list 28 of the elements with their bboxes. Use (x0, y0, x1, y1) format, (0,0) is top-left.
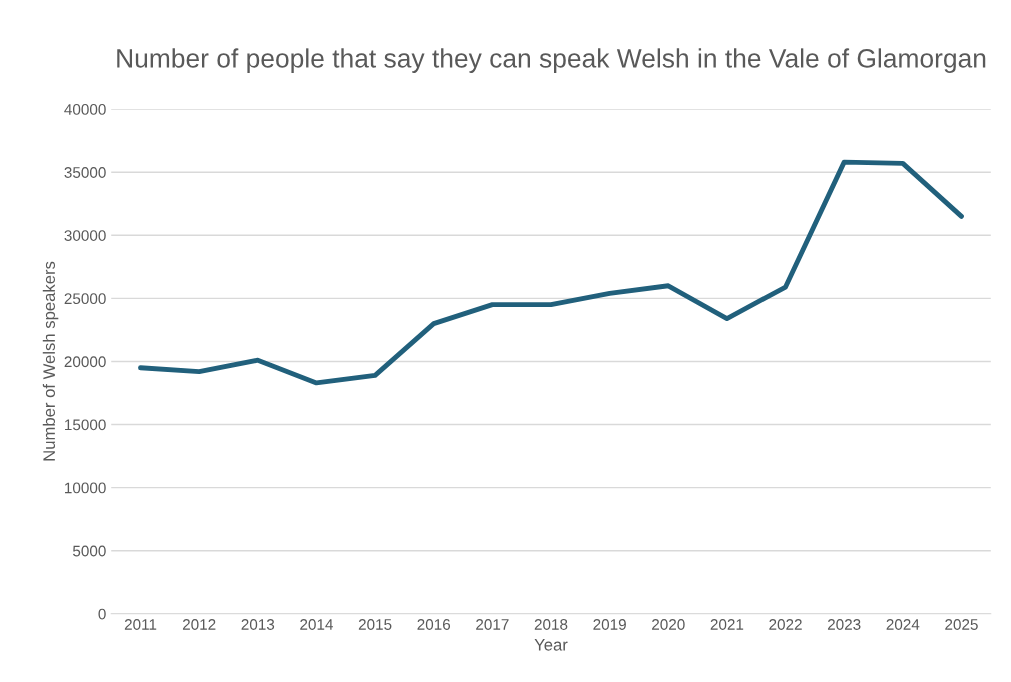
x-tick-label: 2021 (710, 619, 744, 630)
x-tick-label: 2013 (241, 619, 275, 630)
x-tick-label: 2025 (945, 619, 978, 630)
x-tick-label: 2020 (652, 619, 685, 630)
y-tick-label: 35000 (64, 167, 106, 178)
y-tick-label: 15000 (65, 419, 106, 431)
x-tick-label: 2022 (769, 619, 802, 630)
line-series (138, 159, 964, 386)
x-tick-label: 2014 (300, 619, 333, 630)
x-tick-label: 2011 (124, 619, 157, 630)
x-tick-label: 2012 (182, 619, 216, 630)
y-tick-label: 30000 (64, 230, 106, 241)
x-tick-label: 2023 (827, 619, 861, 630)
y-axis-title: Number of Welsh speakers (42, 261, 59, 461)
y-tick-label: 20000 (64, 356, 106, 368)
x-tick-label: 2015 (358, 619, 392, 630)
x-tick-label: 2019 (593, 619, 626, 630)
x-tick-label: 2017 (476, 619, 509, 630)
y-tick-label: 5000 (72, 545, 106, 557)
chart-title: Number of people that say they can speak Welsh in the Vale of Glamorgan (117, 48, 986, 73)
y-tick-label: 10000 (65, 482, 106, 494)
y-tick-label: 0 (98, 608, 106, 620)
x-axis-title: Year (534, 639, 568, 651)
y-tick-label: 25000 (64, 293, 106, 305)
x-tick-label: 2024 (886, 619, 920, 630)
y-tick-label: 40000 (64, 103, 106, 115)
x-tick-label: 2016 (417, 619, 451, 630)
x-tick-label: 2018 (534, 619, 568, 630)
